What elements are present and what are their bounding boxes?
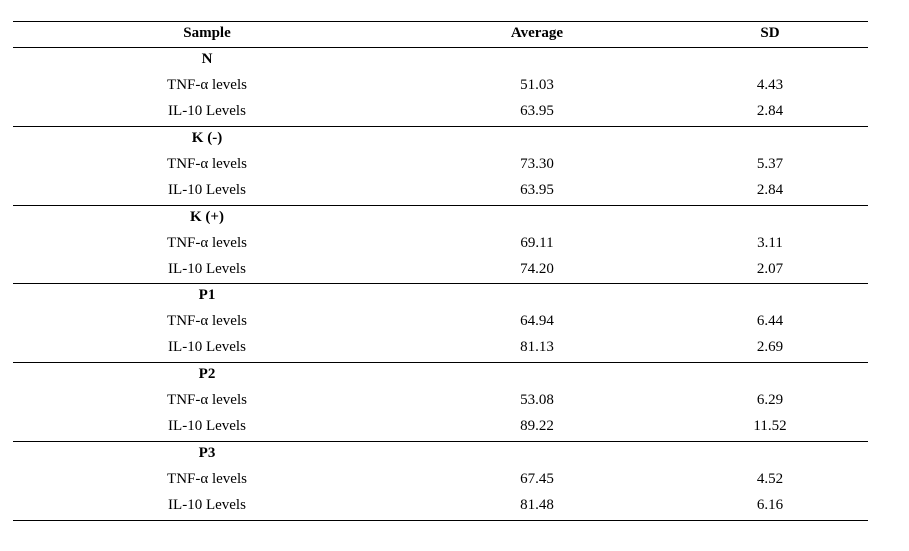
value-cell: 73.30: [520, 155, 554, 172]
value-cell: 64.94: [520, 313, 554, 330]
group-label: K (-): [191, 129, 223, 146]
value-cell: 74.20: [520, 260, 554, 277]
value-cell: 4.52: [756, 471, 784, 487]
value-cell: 4.43: [756, 77, 784, 93]
group-rule: [13, 520, 868, 521]
value-cell: 89.22: [520, 418, 554, 435]
group-label: P2: [198, 366, 216, 383]
value-cell: 51.03: [520, 77, 554, 93]
group-label: N: [201, 51, 213, 67]
value-cell: 63.95: [520, 103, 554, 119]
value-cell: 81.48: [520, 497, 554, 513]
value-cell: 2.07: [756, 260, 784, 277]
value-cell: 53.08: [520, 392, 554, 409]
value-cell: 69.11: [520, 234, 554, 251]
group-rule: [13, 362, 868, 363]
row-label: TNF-α levels: [167, 471, 247, 487]
row-label: IL-10 Levels: [168, 181, 246, 198]
group-rule: [13, 441, 868, 442]
group-rule: [13, 126, 868, 127]
value-cell: 81.13: [520, 339, 554, 356]
value-cell: 67.45: [520, 471, 554, 487]
row-label: IL-10 Levels: [168, 103, 246, 119]
row-label: TNF-α levels: [167, 77, 247, 93]
value-cell: 11.52: [753, 418, 787, 435]
row-label: IL-10 Levels: [168, 418, 246, 435]
row-label: IL-10 Levels: [168, 497, 246, 513]
column-header: SD: [760, 25, 780, 41]
row-label: IL-10 Levels: [168, 339, 246, 356]
group-rule: [13, 283, 868, 284]
group-rule: [13, 205, 868, 206]
row-label: TNF-α levels: [167, 155, 247, 172]
value-cell: 3.11: [757, 234, 783, 251]
table-top-rule: [13, 21, 868, 22]
header-rule: [13, 47, 868, 48]
value-cell: 63.95: [520, 181, 554, 198]
group-label: P3: [198, 445, 216, 461]
value-cell: 6.29: [756, 392, 784, 409]
group-label: K (+): [190, 208, 224, 225]
row-label: TNF-α levels: [167, 392, 247, 409]
group-label: P1: [198, 287, 216, 304]
value-cell: 5.37: [756, 155, 784, 172]
column-header: Sample: [183, 25, 231, 41]
column-header: Average: [510, 25, 564, 41]
value-cell: 2.84: [756, 103, 784, 119]
value-cell: 6.44: [756, 313, 784, 330]
row-label: TNF-α levels: [167, 313, 247, 330]
value-cell: 6.16: [756, 497, 784, 513]
row-label: TNF-α levels: [167, 234, 247, 251]
row-label: IL-10 Levels: [168, 260, 246, 277]
value-cell: 2.69: [756, 339, 784, 356]
value-cell: 2.84: [756, 181, 784, 198]
